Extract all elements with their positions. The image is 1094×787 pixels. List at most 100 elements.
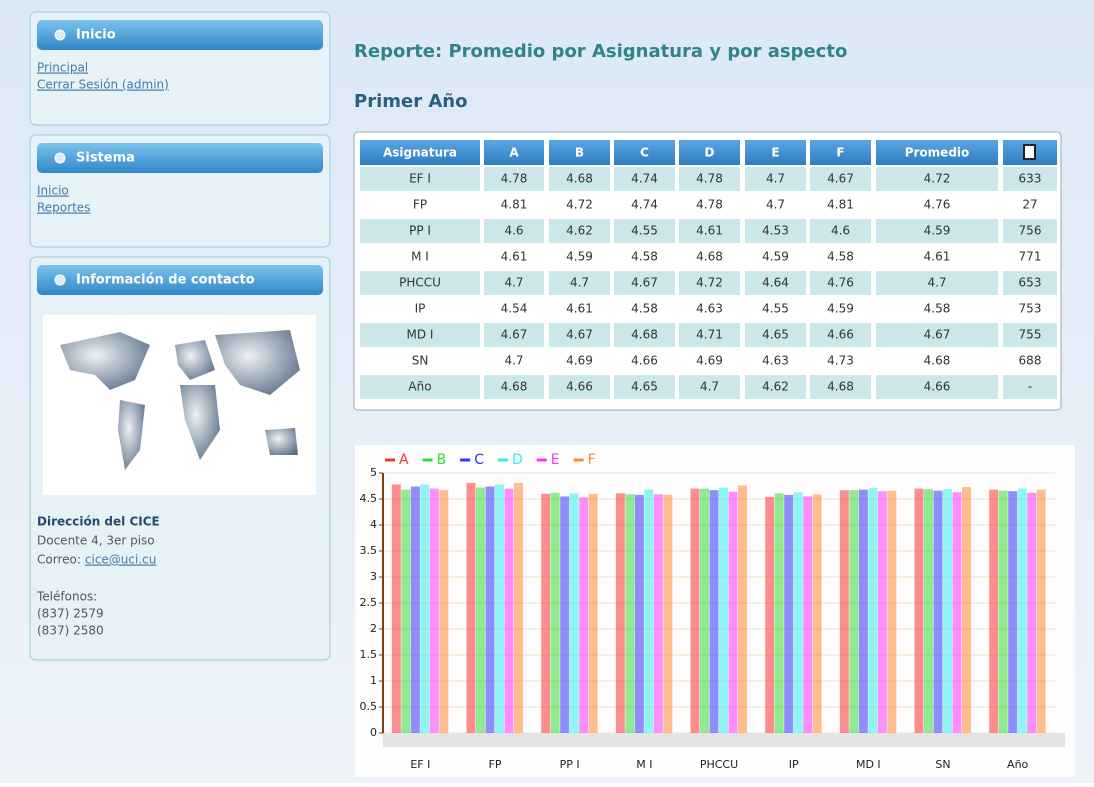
bullet (54, 29, 66, 41)
cell (549, 193, 610, 217)
bar (588, 493, 598, 733)
cell (876, 323, 998, 347)
cell-text: 4.61 (924, 250, 951, 264)
legend-label: D (512, 452, 523, 468)
cell (1003, 271, 1057, 295)
legend-label: E (551, 452, 560, 468)
cell (745, 245, 806, 269)
header-cell (679, 140, 740, 165)
cell-text: 4.58 (827, 250, 854, 264)
cell-text: 4.59 (924, 224, 951, 238)
box-title: Inicio (76, 28, 116, 43)
nav-link[interactable]: Inicio (37, 184, 69, 198)
y-tick-label: 1 (370, 674, 377, 687)
bar (1017, 488, 1027, 733)
cell (679, 375, 740, 399)
bar (401, 489, 411, 733)
cell (484, 297, 544, 321)
cell (876, 193, 998, 217)
bar (690, 488, 700, 733)
bar (1008, 491, 1018, 733)
cell (679, 167, 740, 191)
header-cell (810, 140, 871, 165)
nav-link[interactable]: Principal (37, 61, 88, 75)
cell-text: 4.71 (696, 328, 723, 342)
bar (615, 493, 625, 733)
cell (614, 349, 675, 373)
cell-text: 4.65 (631, 380, 658, 394)
cell-text: M I (411, 250, 429, 264)
x-tick-label: SN (935, 758, 950, 771)
bar (709, 490, 719, 733)
cell-text: 4.59 (566, 250, 593, 264)
floor (383, 733, 1065, 747)
cell (484, 349, 544, 373)
cell-text: 4.72 (696, 276, 723, 290)
bar (924, 489, 933, 733)
bar (877, 491, 887, 733)
cell-text: 4.58 (631, 302, 658, 316)
cell-text: 4.7 (927, 276, 946, 290)
cell (360, 193, 480, 217)
cell-text: 653 (1019, 276, 1042, 290)
cell-text: PHCCU (399, 276, 441, 290)
bar (839, 490, 849, 733)
y-tick-label: 0.5 (360, 700, 378, 713)
cell (484, 323, 544, 347)
cell-text: 4.76 (827, 276, 854, 290)
cell (679, 245, 740, 269)
cell (549, 167, 610, 191)
bar (887, 490, 897, 733)
legend-label: B (437, 452, 447, 468)
bar (663, 494, 673, 733)
column-header: B (575, 146, 584, 160)
cell-text: 4.7 (700, 380, 719, 394)
cell-text: 4.66 (631, 354, 658, 368)
bar (700, 488, 709, 733)
header-cell (876, 140, 998, 165)
bullet (54, 152, 66, 164)
cell-text: 27 (1022, 198, 1037, 212)
bar (765, 496, 775, 733)
cell-text: PP I (409, 224, 431, 238)
cell (745, 349, 806, 373)
y-tick-label: 4 (370, 518, 377, 531)
legend-label: A (399, 452, 409, 468)
bar (1027, 492, 1037, 733)
cell-text: 633 (1019, 172, 1042, 186)
cell (549, 375, 610, 399)
cell-text: 4.67 (501, 328, 528, 342)
header-cell (745, 140, 806, 165)
bar (550, 492, 560, 733)
cell-text: 4.68 (827, 380, 854, 394)
y-tick-label: 3.5 (360, 544, 378, 557)
cell (810, 349, 871, 373)
cell (810, 193, 871, 217)
cell (360, 375, 480, 399)
cell-text: 4.7 (766, 198, 785, 212)
cell (679, 349, 740, 373)
cell-text: 4.69 (566, 354, 593, 368)
cell-text: 4.81 (827, 198, 854, 212)
nav-link[interactable]: Cerrar Sesión (admin) (37, 78, 169, 92)
cell (679, 297, 740, 321)
cell (745, 375, 806, 399)
world-map (43, 315, 316, 495)
column-header: F (836, 146, 844, 160)
cell (745, 167, 806, 191)
count-icon (1023, 144, 1036, 160)
bar (439, 490, 449, 733)
cell (1003, 297, 1057, 321)
cell (1003, 323, 1057, 347)
bar (1036, 489, 1046, 733)
box-header (37, 265, 323, 295)
bar (738, 485, 747, 733)
cell-text: 4.7 (766, 172, 785, 186)
cell-text: - (1028, 380, 1032, 394)
nav-link[interactable]: Reportes (37, 201, 90, 215)
cell (876, 349, 998, 373)
cell (1003, 245, 1057, 269)
bar (466, 482, 476, 733)
mail-link[interactable]: cice@uci.cu (85, 553, 156, 567)
